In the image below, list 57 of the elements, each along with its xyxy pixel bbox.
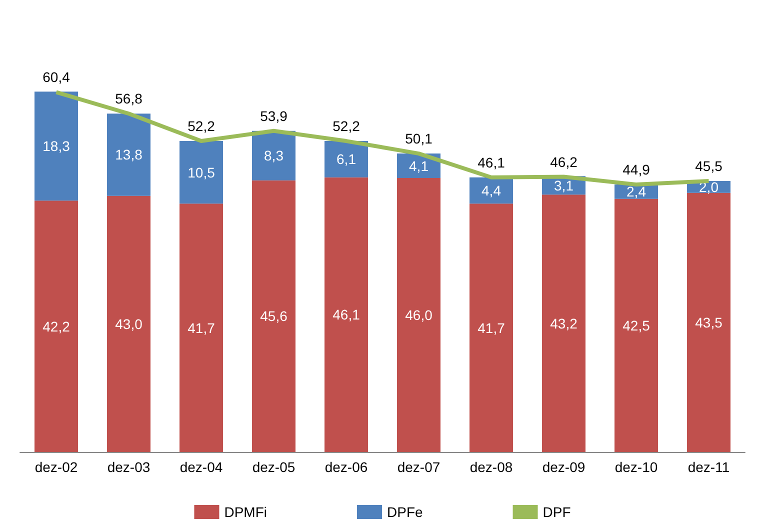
data-label: 4,4 xyxy=(482,182,502,198)
bar xyxy=(34,92,78,201)
data-label: 43,0 xyxy=(115,316,143,332)
data-label: 13,8 xyxy=(115,146,143,163)
data-label: 8,3 xyxy=(264,148,284,164)
data-label: 4,1 xyxy=(409,158,429,174)
bar xyxy=(470,204,513,452)
bar xyxy=(252,180,296,452)
x-tick-label: dez-07 xyxy=(397,459,440,475)
bar xyxy=(180,204,223,452)
x-tick-label: dez-11 xyxy=(688,459,730,475)
bar xyxy=(397,178,440,452)
data-label: 53,9 xyxy=(260,108,288,124)
x-tick-label: dez-09 xyxy=(542,459,586,475)
data-label: 60,4 xyxy=(42,69,70,86)
data-label: 42,5 xyxy=(622,317,650,334)
bar xyxy=(324,141,368,178)
bar xyxy=(34,200,78,452)
bar xyxy=(324,177,368,452)
data-label: 43,2 xyxy=(550,315,578,332)
data-label: 56,8 xyxy=(115,90,143,107)
x-tick-label: dez-06 xyxy=(324,459,368,475)
data-label: 46,0 xyxy=(405,306,433,323)
data-label: 10,5 xyxy=(188,164,216,180)
x-tick-label: dez-02 xyxy=(34,459,78,475)
data-label: 46,2 xyxy=(550,154,578,170)
bar xyxy=(687,192,730,452)
bar xyxy=(542,194,586,452)
bar xyxy=(107,114,150,196)
bar xyxy=(180,141,223,204)
data-label: 2,4 xyxy=(626,184,646,200)
legend-label: DPF xyxy=(542,504,571,520)
x-tick-label: dez-08 xyxy=(470,459,513,475)
data-label: 2,0 xyxy=(699,178,719,195)
data-label: 44,9 xyxy=(622,162,650,178)
data-label: 52,2 xyxy=(188,118,216,134)
data-label: 46,1 xyxy=(332,306,360,323)
data-label: 45,6 xyxy=(260,308,288,324)
data-label: 18,3 xyxy=(42,138,70,154)
bar xyxy=(107,196,150,452)
data-label: 41,7 xyxy=(188,320,216,336)
x-tick-label: dez-05 xyxy=(252,459,296,475)
data-label: 45,5 xyxy=(695,158,723,174)
x-tick-label: dez-04 xyxy=(180,459,223,475)
data-label: 43,5 xyxy=(695,314,723,330)
data-label: 42,2 xyxy=(42,318,70,334)
data-label: 46,1 xyxy=(478,154,506,170)
legend-label: DPMFi xyxy=(224,504,267,520)
legend-label: DPFe xyxy=(386,504,423,520)
x-tick-label: dez-03 xyxy=(107,459,150,475)
data-label: 41,7 xyxy=(478,320,506,336)
data-label: 3,1 xyxy=(554,177,574,194)
bar xyxy=(614,198,658,452)
data-label: 6,1 xyxy=(336,151,356,168)
data-label: 52,2 xyxy=(332,118,360,134)
x-tick-label: dez-10 xyxy=(614,459,658,475)
data-label: 50,1 xyxy=(405,130,433,147)
